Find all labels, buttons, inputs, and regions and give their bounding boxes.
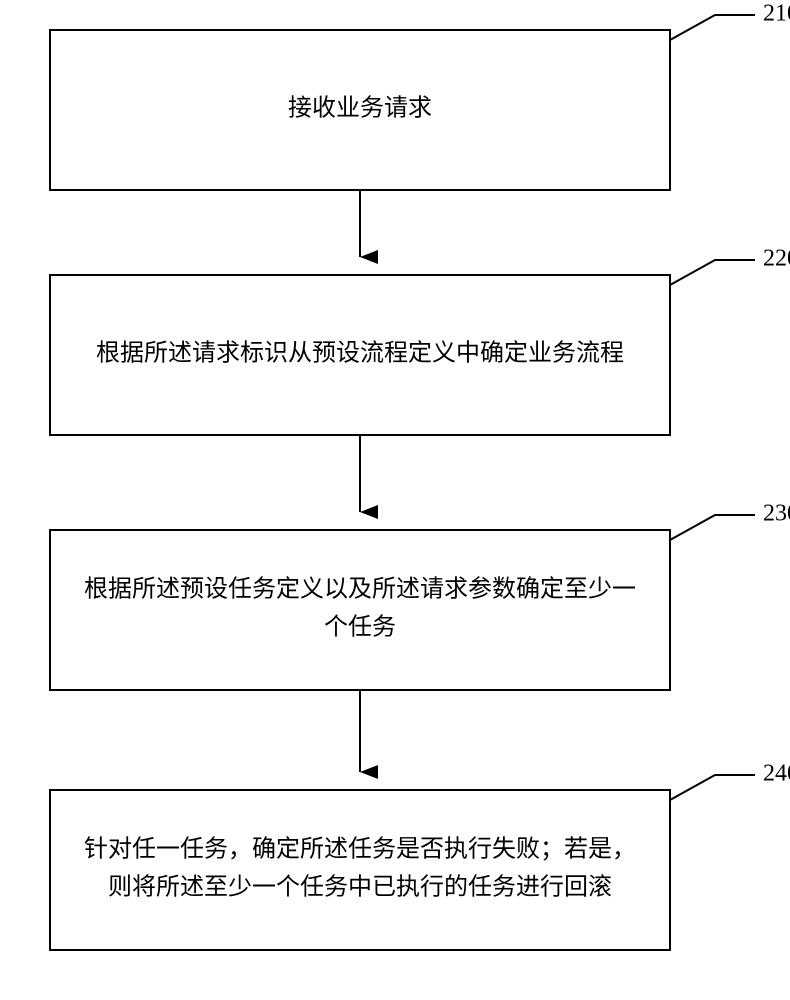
flow-node-text: 个任务 [324, 614, 396, 641]
leader-line [670, 775, 755, 800]
flow-node-n220: 根据所述请求标识从预设流程定义中确定业务流程 220 [50, 246, 790, 436]
flow-node-text: 根据所述请求标识从预设流程定义中确定业务流程 [96, 340, 624, 367]
ref-label: 240 [763, 761, 790, 787]
leader-line [670, 15, 755, 40]
ref-label: 220 [763, 246, 790, 272]
flow-node-text: 则将所述至少一个任务中已执行的任务进行回滚 [108, 874, 612, 901]
flow-node-text: 接收业务请求 [288, 95, 432, 122]
flow-node-text: 针对任一任务，确定所述任务是否执行失败；若是， [84, 835, 636, 862]
flowchart-canvas: 接收业务请求 210 根据所述请求标识从预设流程定义中确定业务流程 220 根据所述预设… [0, 0, 790, 1000]
flow-node-n230: 根据所述预设任务定义以及所述请求参数确定至少一个任务 230 [50, 501, 790, 691]
leader-line [670, 260, 755, 285]
flow-node-n240: 针对任一任务，确定所述任务是否执行失败；若是， 则将所述至少一个任务中已执行的任务… [50, 761, 790, 951]
flow-node-n210: 接收业务请求 210 [50, 1, 790, 191]
flow-node-text: 根据所述预设任务定义以及所述请求参数确定至少一 [84, 575, 636, 602]
ref-label: 230 [763, 501, 790, 527]
ref-label: 210 [763, 1, 790, 27]
leader-line [670, 515, 755, 540]
